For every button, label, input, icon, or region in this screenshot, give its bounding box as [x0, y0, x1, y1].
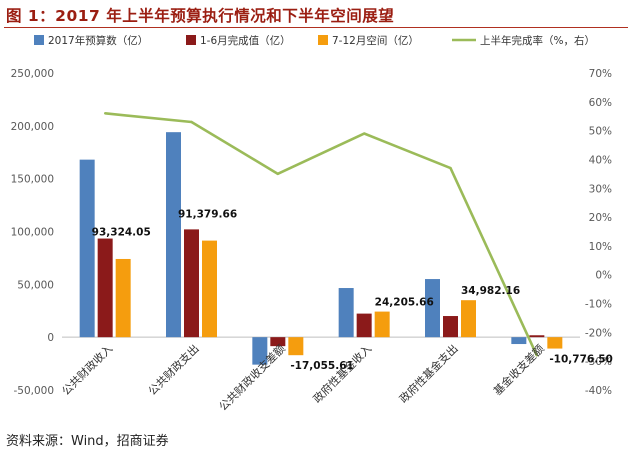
y-right-tick-label: 60%: [589, 97, 612, 109]
legend-label-1: 2017年预算数（亿）: [48, 34, 148, 47]
y-right-tick-label: 0%: [595, 270, 612, 282]
legend-label-3: 7-12月空间（亿）: [332, 34, 419, 47]
bar-series-1-category-3: [252, 337, 268, 365]
bar-series-2-category-4: [356, 313, 372, 338]
completion-rate-point-4: [362, 132, 366, 135]
y-left-tick-label: 100,000: [11, 227, 54, 239]
category-label-4: 政府性基金收入: [310, 341, 374, 405]
y-right-tick-label: 20%: [589, 212, 612, 224]
legend-swatch-3: [318, 35, 328, 45]
chart-legend: 2017年预算数（亿） 1-6月完成值（亿） 7-12月空间（亿） 上半年完成率（%，…: [34, 34, 595, 47]
y-right-tick-label: -10%: [585, 299, 612, 311]
bar-series-3-category-5: [461, 300, 476, 338]
bar-series-2-category-2: [184, 229, 199, 338]
y-left-tick-label: 0: [47, 332, 54, 344]
category-label-5: 政府性基金支出: [396, 341, 460, 405]
category-label-6: 基金收支差额: [490, 341, 547, 398]
y-right-tick-label: 40%: [589, 154, 612, 166]
category-label-1: 公共财政收入: [59, 341, 116, 398]
y-right-tick-label: -30%: [585, 356, 612, 368]
completion-rate-point-5: [449, 166, 452, 170]
data-label-6: -10,776.50: [549, 354, 612, 366]
bar-series-2-category-5: [443, 316, 458, 338]
chart-bars: [79, 132, 563, 365]
data-label-1: 93,324.05: [92, 227, 151, 239]
bar-series-3-category-1: [115, 258, 131, 338]
title-divider: [4, 27, 628, 28]
data-label-5: 34,982.16: [461, 285, 520, 297]
bar-series-1-category-5: [425, 279, 440, 338]
bar-series-1-category-6: [511, 337, 527, 345]
y-right-tick-label: 10%: [589, 241, 612, 253]
y-right-tick-label: 50%: [589, 126, 612, 138]
y-left-tick-label: 250,000: [11, 68, 54, 80]
data-label-2: 91,379.66: [178, 208, 237, 220]
category-label-2: 公共财政支出: [145, 341, 202, 398]
bar-series-1-category-1: [79, 159, 95, 338]
bar-series-1-category-2: [166, 132, 181, 338]
completion-rate-polyline: [105, 112, 539, 356]
y-right-tick-label: -40%: [585, 385, 612, 397]
y-left-tick-label: 150,000: [11, 174, 54, 186]
y-right-tick-label: 70%: [589, 68, 612, 80]
bar-series-2-category-1: [97, 238, 113, 338]
y-left-tick-label: -50,000: [13, 385, 54, 397]
y-right-tick-label: -20%: [585, 327, 612, 339]
data-label-3: -17,055.61: [290, 360, 353, 372]
legend-swatch-1: [34, 35, 44, 45]
bar-series-3-category-3: [288, 337, 304, 356]
completion-rate-point-6: [535, 354, 539, 357]
completion-rate-line: [103, 112, 539, 357]
chart-axes: -50,000 0 50,000 100,000 150,000 200,000 250,0…: [11, 68, 612, 397]
completion-rate-point-1: [103, 112, 107, 115]
bar-series-2-category-3: [270, 337, 286, 347]
chart-data-labels: 93,324.05 91,379.66 -17,055.61 24,205.66 34,…: [92, 208, 613, 372]
bar-series-1-category-4: [338, 288, 354, 338]
completion-rate-point-3: [276, 172, 280, 176]
chart-title: 图 1：2017 年上半年预算执行情况和下半年空间展望: [6, 7, 395, 25]
completion-rate-point-2: [190, 120, 193, 124]
bar-series-3-category-4: [374, 311, 390, 338]
y-right-tick-label: 30%: [589, 183, 612, 195]
source-note: 资料来源：Wind，招商证券: [6, 434, 169, 449]
category-label-3: 公共财政收支差额: [216, 341, 288, 413]
bar-series-3-category-2: [202, 240, 217, 338]
data-label-4: 24,205.66: [375, 297, 434, 309]
bar-series-3-category-6: [547, 337, 563, 349]
y-left-tick-label: 200,000: [11, 121, 54, 133]
legend-label-2: 1-6月完成值（亿）: [200, 34, 291, 47]
bar-series-2-category-6: [529, 335, 545, 338]
legend-swatch-2: [186, 35, 196, 45]
legend-label-4: 上半年完成率（%，右）: [480, 34, 595, 47]
y-left-tick-label: 50,000: [17, 279, 54, 291]
